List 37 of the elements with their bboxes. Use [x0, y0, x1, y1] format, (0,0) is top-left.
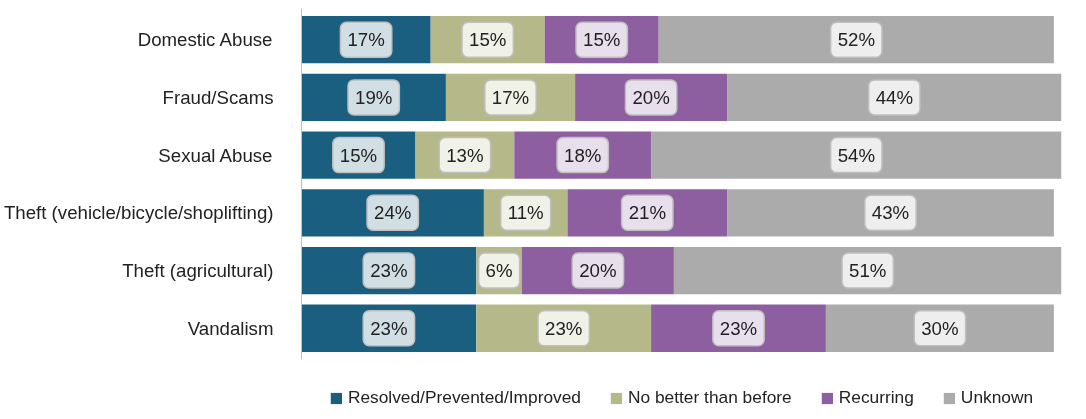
data-label: 21% — [628, 202, 666, 224]
y-tick-label: Domestic Abuse — [137, 29, 273, 51]
data-label: 18% — [564, 144, 602, 166]
data-label: 43% — [871, 202, 910, 224]
data-label: 23% — [719, 317, 758, 339]
data-label: 15% — [583, 29, 621, 51]
legend-label: No better than before — [627, 387, 792, 408]
data-label: 52% — [837, 29, 875, 51]
bar — [727, 189, 1054, 237]
data-label: 20% — [579, 260, 617, 282]
legend-label: Unknown — [960, 387, 1034, 408]
data-label: 20% — [632, 86, 670, 108]
data-label: 19% — [355, 86, 393, 108]
data-label: 54% — [837, 144, 875, 166]
legend-label: Resolved/Prevented/Improved — [347, 387, 581, 408]
data-label: 30% — [921, 317, 959, 339]
y-tick-label: Theft (agricultural) — [122, 260, 274, 282]
data-label: 11% — [507, 202, 544, 224]
data-label: 23% — [370, 317, 408, 339]
y-tick-label: Sexual Abuse — [158, 144, 273, 166]
y-tick-label: Fraud/Scams — [162, 86, 274, 108]
data-label: 17% — [491, 86, 530, 108]
data-label: 23% — [545, 317, 583, 339]
y-tick-label: Vandalism — [187, 317, 274, 339]
bar — [651, 131, 1062, 179]
data-label: 6% — [485, 260, 513, 282]
data-label: 51% — [849, 260, 887, 282]
y-tick-label: Theft (vehicle/bicycle/shoplifting) — [3, 202, 274, 224]
data-label: 44% — [875, 86, 913, 108]
bar — [658, 16, 1054, 64]
data-label: 15% — [339, 144, 378, 166]
data-label: 23% — [370, 260, 408, 282]
data-label: 15% — [469, 29, 507, 51]
data-label: 24% — [374, 202, 412, 224]
data-label: 13% — [446, 144, 484, 166]
legend-label: Recurring — [838, 387, 914, 408]
data-label: 17% — [347, 29, 385, 51]
